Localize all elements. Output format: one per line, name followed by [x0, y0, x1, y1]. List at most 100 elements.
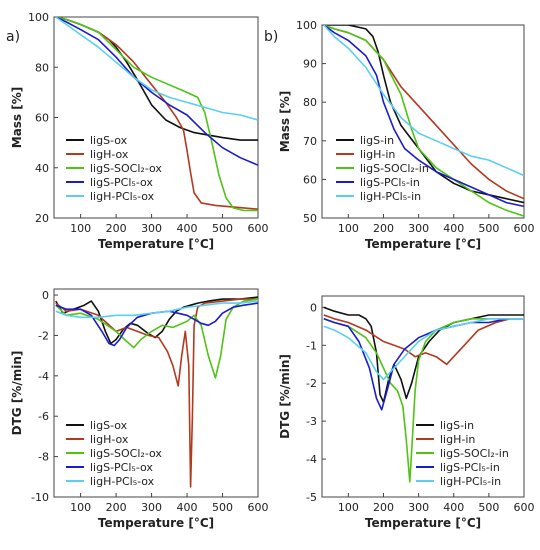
y-tick-label: -3: [306, 415, 317, 428]
y-tick-label: 100: [296, 19, 317, 32]
legend-label: ligH-PCl₅-ox: [90, 190, 155, 203]
x-tick-label: 100: [70, 501, 91, 514]
x-tick-label: 200: [373, 501, 394, 514]
legend-label: ligH-PCl₅-in: [440, 475, 501, 488]
x-axis-title: Temperature [°C]: [365, 516, 481, 530]
series-line-4: [323, 317, 524, 411]
y-tick-label: 60: [35, 112, 49, 125]
x-tick-label: 300: [141, 222, 162, 235]
y-tick-label: 100: [28, 11, 49, 24]
x-tick-label: 600: [248, 222, 269, 235]
legend-label: ligH-in: [440, 433, 475, 446]
series-line-3: [55, 17, 258, 212]
x-tick-label: 400: [177, 501, 198, 514]
chart-panel-2: 100 200 300 400 500 600 50 60 70 80 90 100 Temperatu…: [264, 19, 535, 251]
x-tick-label: 100: [338, 501, 359, 514]
y-tick-label: -2: [38, 329, 49, 342]
legend-label: ligH-PCl₅-ox: [90, 475, 155, 488]
series-line-5: [323, 317, 524, 381]
x-tick-label: 200: [106, 222, 127, 235]
chart-panel-3: 100 200 300 400 500 600 0 -2 -4 -6 -8 -10 Temperatur…: [10, 288, 269, 530]
y-tick-label: -1: [306, 339, 317, 352]
legend-label: ligS-PCl₅-ox: [90, 461, 153, 474]
y-tick-label: -5: [306, 491, 317, 504]
legend-label: ligS-in: [440, 419, 474, 432]
y-axis-title: Mass [%]: [278, 91, 292, 153]
legend-label: ligS-PCl₅-in: [360, 176, 420, 189]
legend: ligS-inligH-inligS-SOCl₂-inligS-PCl₅-inl…: [336, 134, 429, 203]
x-axis-title: Temperature [°C]: [98, 237, 214, 251]
y-tick-label: 80: [35, 61, 49, 74]
y-tick-label: 80: [303, 96, 317, 109]
x-tick-label: 300: [408, 501, 429, 514]
legend-label: ligS-in: [360, 134, 394, 147]
y-tick-label: 20: [35, 212, 49, 225]
legend-label: ligS-SOCl₂-in: [360, 162, 429, 175]
legend: ligS-oxligH-oxligS-SOCl₂-oxligS-PCl₅-oxl…: [66, 419, 162, 488]
series-line-3: [55, 298, 258, 379]
y-axis-title: DTG [%/min]: [10, 351, 24, 436]
legend: ligS-inligH-inligS-SOCl₂-inligS-PCl₅-inl…: [416, 419, 509, 488]
x-tick-label: 100: [70, 222, 91, 235]
x-tick-label: 500: [212, 222, 233, 235]
series-line-5: [55, 300, 258, 319]
series-line-3: [323, 317, 524, 483]
legend-label: ligS-ox: [90, 134, 128, 147]
plot-frame: [321, 295, 525, 498]
x-tick-label: 600: [248, 501, 269, 514]
y-tick-label: -2: [306, 377, 317, 390]
y-tick-label: -8: [38, 451, 49, 464]
plot-frame: [53, 288, 259, 498]
series-line-4: [55, 17, 258, 166]
legend-label: ligS-PCl₅-ox: [90, 176, 153, 189]
legend-label: ligS-SOCl₂-ox: [90, 162, 162, 175]
legend-label: ligH-ox: [90, 433, 129, 446]
x-tick-label: 600: [514, 501, 535, 514]
series-line-1: [55, 296, 258, 345]
panel-letter: b): [264, 29, 278, 45]
x-tick-label: 500: [478, 501, 499, 514]
x-tick-label: 300: [408, 222, 429, 235]
chart-panel-4: 100 200 300 400 500 600 0 -1 -2 -3 -4 -5 Temperature…: [278, 295, 535, 530]
series-line-1: [323, 25, 524, 204]
legend: ligS-oxligH-oxligS-SOCl₂-oxligS-PCl₅-oxl…: [66, 134, 162, 203]
series-line-1: [55, 17, 258, 141]
plot-frame: [53, 16, 259, 219]
legend-label: ligS-SOCl₂-in: [440, 447, 509, 460]
y-tick-label: 40: [35, 162, 49, 175]
x-tick-label: 400: [443, 222, 464, 235]
x-tick-label: 200: [373, 222, 394, 235]
x-tick-label: 100: [338, 222, 359, 235]
x-tick-label: 400: [443, 501, 464, 514]
x-axis-title: Temperature [°C]: [365, 237, 481, 251]
legend-label: ligH-ox: [90, 148, 129, 161]
y-axis-title: Mass [%]: [10, 87, 24, 149]
chart-panel-1: 100 200 300 400 500 600 20 40 60 80 100 Temperature…: [6, 11, 269, 251]
x-tick-label: 200: [106, 501, 127, 514]
series-line-4: [55, 302, 258, 347]
series-line-3: [323, 25, 524, 217]
y-tick-label: -4: [38, 370, 49, 383]
series-line-4: [323, 25, 524, 208]
y-axis-title: DTG [%/min]: [278, 354, 292, 439]
y-tick-label: -4: [306, 453, 317, 466]
y-tick-label: 60: [303, 173, 317, 186]
series-line-5: [323, 25, 524, 177]
legend-label: ligS-ox: [90, 419, 128, 432]
y-tick-label: -6: [38, 410, 49, 423]
legend-label: ligH-PCl₅-in: [360, 190, 421, 203]
x-tick-label: 500: [478, 222, 499, 235]
x-tick-label: 600: [514, 222, 535, 235]
series-line-2: [323, 314, 524, 366]
panel-letter: a): [6, 29, 20, 45]
legend-label: ligH-in: [360, 148, 395, 161]
plot-frame: [321, 24, 525, 219]
y-tick-label: 70: [303, 135, 317, 148]
legend-label: ligS-SOCl₂-ox: [90, 447, 162, 460]
y-tick-label: 0: [310, 301, 317, 314]
series-line-5: [55, 17, 258, 121]
y-tick-label: 90: [303, 58, 317, 71]
x-tick-label: 400: [177, 222, 198, 235]
x-tick-label: 300: [141, 501, 162, 514]
